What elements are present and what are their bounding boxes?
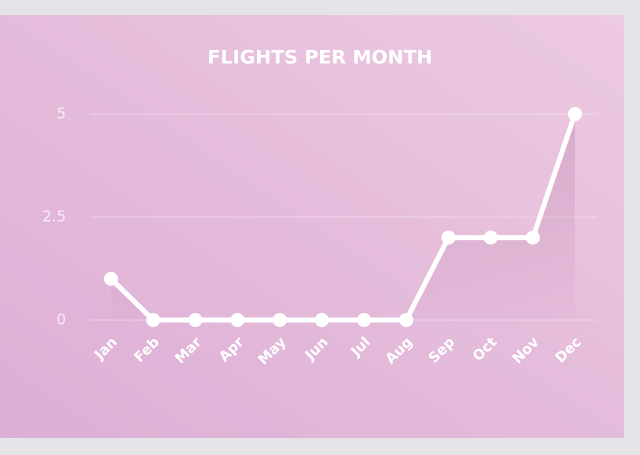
- point: [568, 107, 582, 121]
- area: [111, 114, 575, 320]
- point: [272, 313, 287, 327]
- y-tick-label: 5: [56, 105, 66, 123]
- point: [441, 230, 456, 245]
- y-tick-label: 2.5: [42, 208, 66, 226]
- y-tick-label: 0: [56, 311, 66, 329]
- point: [483, 230, 498, 245]
- point: [399, 313, 414, 327]
- point: [104, 271, 118, 286]
- chart-title: FLIGHTS PER MONTH: [208, 47, 433, 69]
- point: [314, 313, 329, 327]
- point: [146, 313, 161, 327]
- line: [109, 113, 578, 323]
- point: [525, 230, 540, 245]
- point: [230, 313, 245, 327]
- point: [188, 313, 203, 327]
- card: [0, 15, 624, 438]
- point: [357, 313, 372, 327]
